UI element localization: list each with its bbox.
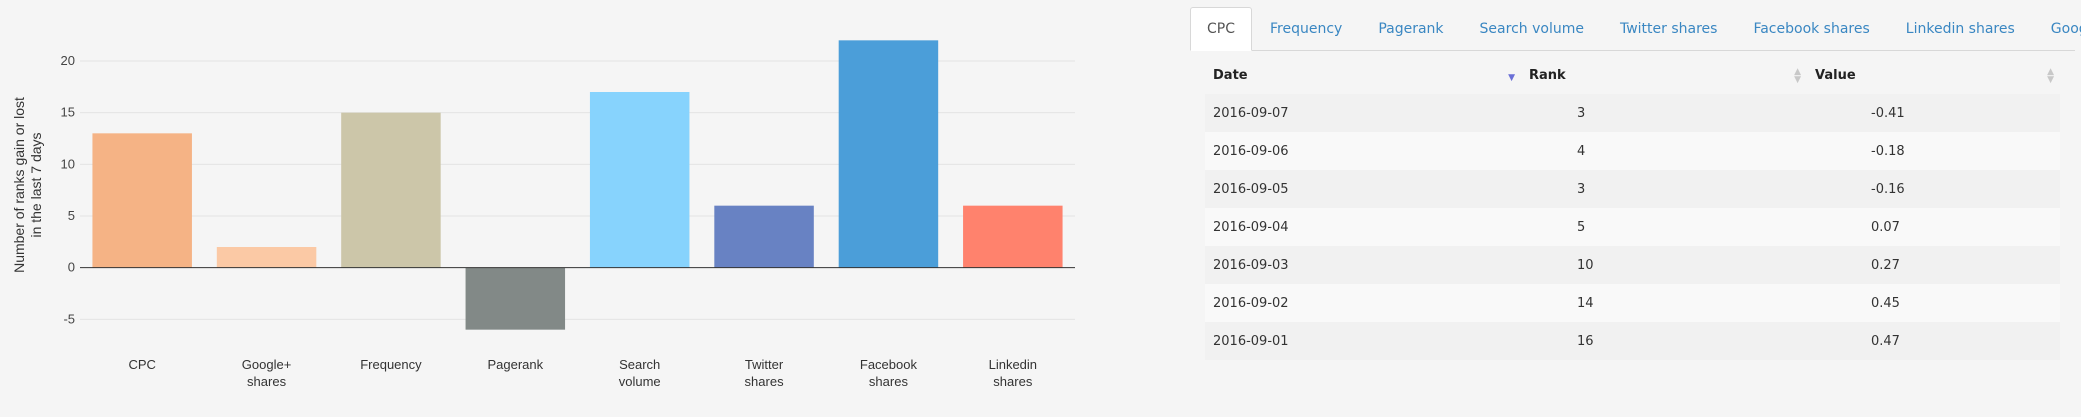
column-header-rank[interactable]: Rank ▲ ▼ <box>1521 56 1807 94</box>
bar <box>341 112 441 268</box>
cell-date: 2016-09-03 <box>1213 257 1289 273</box>
x-tick-label-line: Twitter <box>745 357 784 372</box>
cell-rank: 16 <box>1577 333 1594 349</box>
tab-search-volume[interactable]: Search volume <box>1479 21 1584 37</box>
y-axis-label-line: Number of ranks gain or lost <box>11 97 27 273</box>
tab-facebook-shares[interactable]: Facebook shares <box>1753 21 1870 37</box>
bar-chart: -5 0 5 10 15 20 Number of ranks gain or lostin… <box>11 40 1075 389</box>
tab-pagerank[interactable]: Pagerank <box>1378 21 1444 37</box>
x-tick-label-line: shares <box>993 374 1033 389</box>
x-tick-label-line: Google+ <box>242 357 292 372</box>
x-tick-label-line: shares <box>869 374 909 389</box>
y-tick-label: 5 <box>68 208 75 223</box>
x-tick-label-line: volume <box>619 374 661 389</box>
cell-date: 2016-09-05 <box>1213 181 1289 197</box>
sort-both-icon[interactable]: ▲ ▼ <box>2047 67 2054 85</box>
x-tick-label: Frequency <box>360 357 422 372</box>
bar <box>838 40 939 268</box>
x-tick-label-line: Pagerank <box>487 357 543 372</box>
table-row: 2016-09-03 10 0.27 <box>1205 246 2060 284</box>
table-row: 2016-09-06 4 -0.18 <box>1205 132 2060 170</box>
column-header-value-label: Value <box>1815 67 1856 83</box>
cell-value: -0.18 <box>1871 143 1905 159</box>
cell-date: 2016-09-07 <box>1213 105 1289 121</box>
cell-value: -0.16 <box>1871 181 1905 197</box>
bar <box>465 267 566 330</box>
column-header-date[interactable]: Date ▼ <box>1205 56 1521 94</box>
cell-rank: 5 <box>1577 219 1586 235</box>
x-tick-label: Pagerank <box>487 357 543 372</box>
cell-value: 0.47 <box>1871 333 1900 349</box>
cell-value: -0.41 <box>1871 105 1905 121</box>
cell-rank: 3 <box>1577 181 1586 197</box>
tab-bar: CPC Frequency Pagerank Search volume Twitter… <box>1190 6 2081 51</box>
table-header-row: Date ▼ Rank ▲ ▼ Value ▲ ▼ <box>1205 56 2060 94</box>
cell-date: 2016-09-02 <box>1213 295 1289 311</box>
cell-value: 0.45 <box>1871 295 1900 311</box>
y-axis-label-line: in the last 7 days <box>28 132 44 237</box>
data-table: Date ▼ Rank ▲ ▼ Value ▲ ▼ 2016-09-07 3 -0.41… <box>1205 56 2060 360</box>
y-tick-label: 10 <box>61 156 75 171</box>
sort-both-icon[interactable]: ▲ ▼ <box>1794 67 1801 85</box>
bar <box>216 247 317 268</box>
bar <box>714 205 814 268</box>
x-tick-label-line: Search <box>619 357 660 372</box>
x-tick-label-line: shares <box>247 374 287 389</box>
x-tick-label: Twitter shares <box>745 357 785 389</box>
x-tick-label: Linkedin shares <box>989 357 1037 389</box>
cell-rank: 3 <box>1577 105 1586 121</box>
tab-frequency[interactable]: Frequency <box>1270 21 1343 37</box>
x-tick-label-line: Facebook <box>860 357 918 372</box>
y-tick-label: 15 <box>61 105 75 120</box>
tab-twitter-shares[interactable]: Twitter shares <box>1619 21 1718 37</box>
table-row: 2016-09-05 3 -0.16 <box>1205 170 2060 208</box>
cell-date: 2016-09-06 <box>1213 143 1289 159</box>
x-tick-label-line: Linkedin <box>989 357 1037 372</box>
cell-value: 0.07 <box>1871 219 1900 235</box>
bar <box>92 133 192 268</box>
x-tick-label-line: shares <box>745 374 785 389</box>
x-tick-label: CPC <box>128 357 155 372</box>
cell-value: 0.27 <box>1871 257 1900 273</box>
tab-cpc[interactable]: CPC <box>1190 7 1252 51</box>
bar <box>963 205 1063 268</box>
y-tick-label: 20 <box>61 53 75 68</box>
x-tick-label: Search volume <box>619 357 661 389</box>
bar-chart-svg: -5 0 5 10 15 20 Number of ranks gain or lostin… <box>11 40 1075 389</box>
tab-google-shares[interactable]: Google+ shares <box>2050 21 2081 37</box>
cell-rank: 4 <box>1577 143 1586 159</box>
y-axis-label: Number of ranks gain or lostin the last … <box>11 97 44 273</box>
column-header-date-label: Date <box>1213 67 1248 83</box>
cell-rank: 14 <box>1577 295 1594 311</box>
table-row: 2016-09-01 16 0.47 <box>1205 322 2060 360</box>
data-panel: CPC Frequency Pagerank Search volume Twitter… <box>1190 6 2081 411</box>
column-header-value[interactable]: Value ▲ ▼ <box>1807 56 2060 94</box>
y-tick-label: 0 <box>68 260 75 275</box>
x-tick-label-line: Frequency <box>360 357 422 372</box>
cell-rank: 10 <box>1577 257 1594 273</box>
x-tick-label: Facebook shares <box>860 357 918 389</box>
column-header-rank-label: Rank <box>1529 67 1566 83</box>
x-tick-label-line: CPC <box>128 357 155 372</box>
tab-linkedin-shares[interactable]: Linkedin shares <box>1905 21 2015 37</box>
cell-date: 2016-09-01 <box>1213 333 1289 349</box>
table-row: 2016-09-04 5 0.07 <box>1205 208 2060 246</box>
table-row: 2016-09-07 3 -0.41 <box>1205 94 2060 132</box>
y-tick-label: -5 <box>63 311 75 326</box>
table-body: 2016-09-07 3 -0.41 2016-09-06 4 -0.18 2016-09-… <box>1205 94 2060 360</box>
cell-date: 2016-09-04 <box>1213 219 1289 235</box>
bar <box>589 92 690 268</box>
table-row: 2016-09-02 14 0.45 <box>1205 284 2060 322</box>
sort-desc-icon[interactable]: ▼ <box>1508 73 1515 83</box>
x-tick-label: Google+ shares <box>242 357 292 389</box>
